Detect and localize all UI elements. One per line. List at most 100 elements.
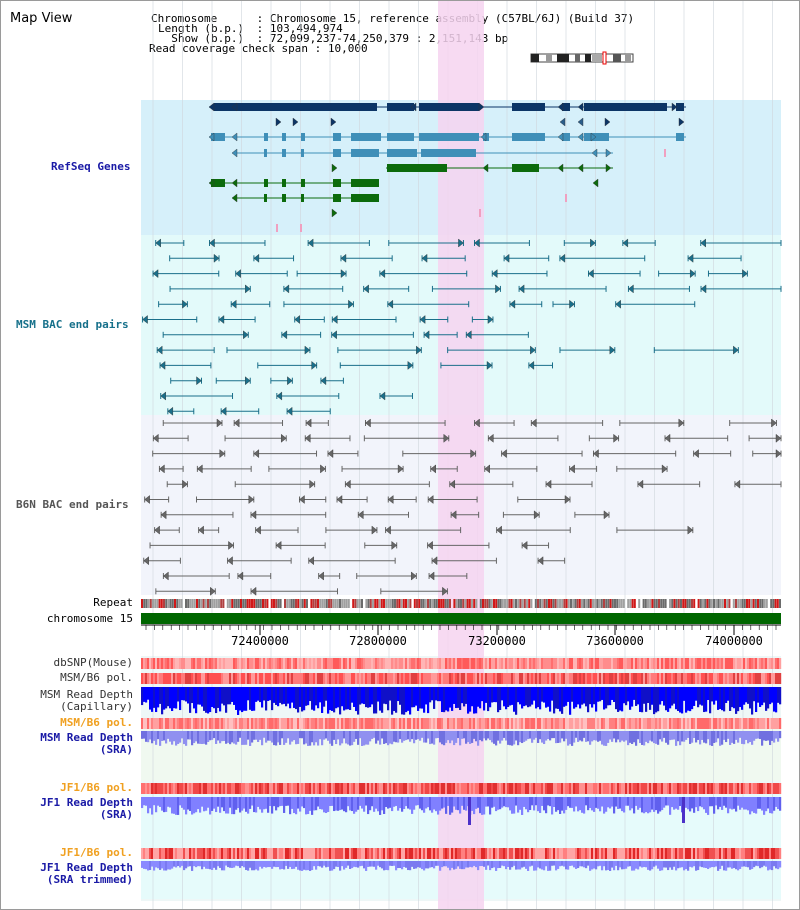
repeat-mark	[323, 599, 326, 608]
repeat-mark	[145, 599, 148, 608]
read-depth-bar	[365, 687, 368, 708]
b6n-bac-label[interactable]: B6N BAC end pairs	[16, 498, 129, 511]
density-cell	[511, 848, 514, 859]
density-cell	[721, 658, 724, 669]
length-info-row: Length (b.p.) : 103,494,974	[151, 23, 343, 34]
read-depth-bar	[523, 861, 526, 867]
density-cell	[381, 718, 384, 729]
strand-arrow	[771, 418, 777, 428]
read-depth-bar	[495, 861, 498, 871]
density-cell	[447, 673, 450, 684]
density-cell	[349, 848, 352, 859]
read-depth-bar	[401, 861, 404, 870]
density-cell	[373, 658, 376, 669]
density-cell	[161, 658, 164, 669]
density-cell	[563, 848, 566, 859]
density-cell	[627, 848, 630, 859]
read-depth-bar	[729, 687, 732, 711]
gene-exon	[562, 103, 570, 111]
density-cell	[729, 658, 732, 669]
density-cell	[437, 783, 440, 794]
read-depth-bar	[187, 687, 190, 704]
read-depth-bar	[563, 731, 566, 742]
density-cell	[451, 783, 454, 794]
repeat-mark	[242, 599, 245, 608]
read-depth-bar	[659, 797, 662, 812]
density-cell	[419, 718, 422, 729]
density-cell	[677, 718, 680, 729]
density-cell	[259, 783, 262, 794]
gene-exon	[421, 149, 476, 157]
repeat-mark	[534, 599, 537, 608]
gene-exon	[419, 103, 479, 111]
repeat-mark	[446, 599, 449, 608]
read-depth-bar	[705, 687, 708, 712]
read-depth-bar	[687, 687, 690, 711]
strand-arrow	[255, 525, 261, 535]
read-depth-bar	[405, 797, 408, 807]
read-depth-bar	[419, 797, 422, 809]
density-cell	[525, 658, 528, 669]
read-depth-bar	[609, 687, 612, 706]
repeat-mark	[504, 599, 506, 608]
density-cell	[337, 783, 340, 794]
density-cell	[425, 658, 428, 669]
read-depth-bar	[611, 687, 614, 700]
read-depth-bar	[605, 797, 608, 812]
density-cell	[169, 658, 172, 669]
repeat-mark	[574, 599, 577, 608]
read-depth-bar	[233, 731, 236, 744]
read-depth-bar	[635, 861, 638, 869]
read-depth-bar	[675, 797, 678, 809]
density-cell	[625, 718, 628, 729]
density-cell	[553, 783, 556, 794]
density-cell	[587, 658, 590, 669]
read-depth-bar	[537, 861, 540, 868]
repeat-mark	[367, 599, 370, 608]
density-cell	[585, 673, 588, 684]
read-depth-bar	[409, 731, 412, 742]
gene-exon	[264, 149, 267, 157]
density-cell	[147, 673, 150, 684]
msm-bac-label[interactable]: MSM BAC end pairs	[16, 318, 129, 331]
read-depth-bar	[593, 861, 596, 869]
read-depth-bar	[695, 731, 698, 743]
density-cell	[539, 718, 542, 729]
refseq-genes-label[interactable]: RefSeq Genes	[51, 160, 131, 173]
gene-exon	[387, 149, 417, 157]
read-depth-bar	[489, 797, 492, 815]
read-depth-spike	[468, 797, 471, 825]
density-cell	[297, 658, 300, 669]
density-cell	[391, 673, 394, 684]
read-depth-bar	[241, 861, 244, 867]
density-cell	[715, 658, 718, 669]
repeat-mark	[185, 599, 187, 608]
read-depth-bar	[163, 687, 166, 710]
read-depth-bar	[419, 687, 422, 709]
density-cell	[271, 718, 274, 729]
density-cell	[177, 848, 180, 859]
strand-arrow	[678, 418, 685, 428]
density-cell	[703, 673, 706, 684]
density-cell	[291, 848, 294, 859]
repeat-mark	[592, 599, 594, 608]
density-cell	[273, 783, 276, 794]
density-cell	[755, 673, 758, 684]
read-depth-bar	[405, 861, 408, 868]
read-depth-bar	[677, 731, 680, 742]
density-cell	[633, 718, 636, 729]
strand-arrow	[197, 464, 203, 474]
read-depth-bar	[681, 687, 684, 714]
density-cell	[319, 783, 322, 794]
density-cell	[537, 848, 540, 859]
strand-arrow	[385, 525, 391, 535]
strand-arrow	[664, 433, 671, 443]
read-depth-bar	[239, 731, 242, 738]
density-cell	[767, 848, 770, 859]
density-cell	[287, 848, 290, 859]
density-cell	[513, 783, 516, 794]
repeat-mark	[317, 599, 319, 608]
read-depth-bar	[685, 861, 688, 870]
read-depth-bar	[765, 731, 768, 741]
